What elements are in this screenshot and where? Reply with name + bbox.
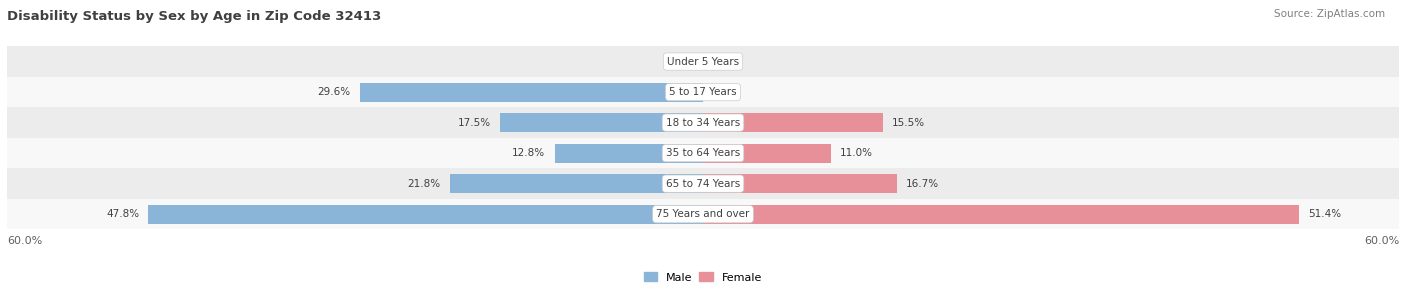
Bar	[360, 83, 703, 102]
Bar	[7, 138, 1399, 168]
Bar	[703, 205, 1299, 224]
Text: 11.0%: 11.0%	[839, 148, 873, 158]
Bar	[703, 174, 897, 193]
Bar	[501, 113, 703, 132]
Text: 60.0%: 60.0%	[1364, 236, 1399, 246]
Text: 12.8%: 12.8%	[512, 148, 546, 158]
Bar	[7, 199, 1399, 230]
Text: 75 Years and over: 75 Years and over	[657, 209, 749, 219]
Text: 21.8%: 21.8%	[408, 179, 441, 189]
Bar	[149, 205, 703, 224]
Text: 0.0%: 0.0%	[668, 57, 693, 67]
Text: 35 to 64 Years: 35 to 64 Years	[666, 148, 740, 158]
Bar	[450, 174, 703, 193]
Legend: Male, Female: Male, Female	[640, 268, 766, 287]
Text: 51.4%: 51.4%	[1309, 209, 1341, 219]
Bar	[7, 46, 1399, 77]
Bar	[703, 113, 883, 132]
Text: 0.0%: 0.0%	[713, 87, 738, 97]
Bar	[703, 144, 831, 163]
Text: Source: ZipAtlas.com: Source: ZipAtlas.com	[1274, 9, 1385, 19]
Text: 60.0%: 60.0%	[7, 236, 42, 246]
Text: 0.0%: 0.0%	[713, 57, 738, 67]
Text: Disability Status by Sex by Age in Zip Code 32413: Disability Status by Sex by Age in Zip C…	[7, 10, 381, 23]
Text: 29.6%: 29.6%	[318, 87, 350, 97]
Bar	[7, 107, 1399, 138]
Text: 16.7%: 16.7%	[905, 179, 939, 189]
Text: 47.8%: 47.8%	[105, 209, 139, 219]
Text: 17.5%: 17.5%	[457, 118, 491, 128]
Bar	[7, 77, 1399, 107]
Text: 5 to 17 Years: 5 to 17 Years	[669, 87, 737, 97]
Text: Under 5 Years: Under 5 Years	[666, 57, 740, 67]
Text: 65 to 74 Years: 65 to 74 Years	[666, 179, 740, 189]
Text: 18 to 34 Years: 18 to 34 Years	[666, 118, 740, 128]
Bar	[7, 168, 1399, 199]
Text: 15.5%: 15.5%	[891, 118, 925, 128]
Bar	[554, 144, 703, 163]
